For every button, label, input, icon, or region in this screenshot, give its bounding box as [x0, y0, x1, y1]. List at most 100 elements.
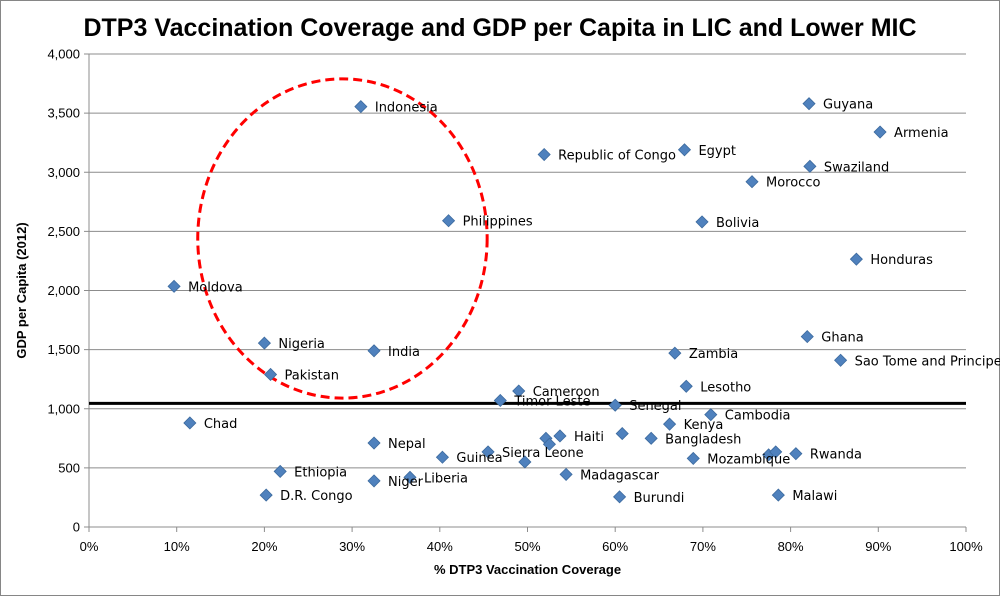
highlight-ellipse — [196, 77, 489, 400]
data-point-cameroon — [512, 384, 526, 398]
data-point-armenia — [873, 125, 887, 139]
data-label-liberia: Liberia — [424, 471, 468, 486]
gridlines — [84, 53, 967, 532]
data-label-republic-of-congo: Republic of Congo — [558, 149, 676, 164]
y-tick-label: 3,000 — [47, 165, 80, 180]
data-label-lesotho: Lesotho — [700, 380, 751, 395]
data-point — [518, 455, 532, 469]
data-label-zambia: Zambia — [689, 347, 738, 362]
data-label-bangladesh: Bangladesh — [665, 432, 741, 447]
y-tick-label: 3,500 — [47, 106, 80, 121]
data-label-chad: Chad — [204, 417, 238, 432]
data-point-ghana — [800, 330, 814, 344]
data-label-philippines: Philippines — [463, 215, 533, 230]
data-label-cambodia: Cambodia — [725, 409, 791, 424]
data-point-philippines — [442, 214, 456, 228]
y-tick-label: 1,000 — [47, 401, 80, 416]
data-point-swaziland — [803, 159, 817, 173]
data-label-morocco: Morocco — [766, 176, 820, 191]
y-tick-label: 1,500 — [47, 342, 80, 357]
data-label-india: India — [388, 345, 420, 360]
data-point-rwanda — [789, 447, 803, 461]
data-point-d-r-congo — [259, 488, 273, 502]
data-label-kenya: Kenya — [684, 418, 724, 433]
data-point-bolivia — [695, 215, 709, 229]
x-tick-labels: 0% 10% 20% 30% 40% 50% 60% 70% 80% 90% 100% — [80, 539, 983, 554]
data-label-egypt: Egypt — [698, 144, 736, 159]
data-label-nigeria: Nigeria — [278, 337, 325, 352]
data-label-rwanda: Rwanda — [810, 448, 862, 463]
y-tick-label: 0 — [73, 520, 80, 535]
data-label-bolivia: Bolivia — [716, 216, 759, 231]
data-label-madagascar: Madagascar — [580, 468, 660, 483]
data-point-kenya — [663, 417, 677, 431]
data-point-labels: Indonesia Philippines Moldova Nigeria India P… — [188, 98, 1000, 506]
x-tick-label: 80% — [778, 539, 804, 554]
y-axis-title: GDP per Capita (2012) — [14, 222, 29, 358]
data-point-niger — [367, 474, 381, 488]
data-point-chad — [183, 416, 197, 430]
data-label-indonesia: Indonesia — [375, 101, 438, 116]
data-point-ethiopia — [273, 464, 287, 478]
data-point-india — [367, 344, 381, 358]
data-label-armenia: Armenia — [894, 126, 949, 141]
data-label-mozambique: Mozambique — [707, 452, 790, 467]
data-label-guinea: Guinea — [456, 451, 502, 466]
x-tick-label: 40% — [427, 539, 453, 554]
data-point-morocco — [745, 175, 759, 189]
x-tick-label: 100% — [949, 539, 983, 554]
data-point-nepal — [367, 436, 381, 450]
data-point-guyana — [802, 97, 816, 111]
data-point-madagascar — [559, 467, 573, 481]
data-point-sao-tome-and-principe — [834, 353, 848, 367]
data-point-zambia — [668, 346, 682, 360]
data-label-guyana: Guyana — [823, 98, 873, 113]
y-tick-label: 4,000 — [47, 47, 80, 62]
data-point-cambodia — [704, 408, 718, 422]
data-point-timor-leste — [493, 393, 507, 408]
data-label-ghana: Ghana — [821, 331, 864, 346]
data-point-pakistan — [263, 367, 278, 382]
data-label-sao-tome-and-principe: Sao Tome and Principe — [855, 354, 1000, 369]
data-label-haiti: Haiti — [574, 430, 604, 445]
data-label-swaziland: Swaziland — [824, 160, 889, 175]
data-label-malawi: Malawi — [792, 489, 837, 504]
data-point-senegal — [608, 398, 622, 412]
data-point-guinea — [435, 450, 449, 464]
x-tick-label: 70% — [690, 539, 716, 554]
data-points — [167, 97, 887, 504]
data-point-liberia — [403, 470, 417, 484]
data-point-indonesia — [354, 100, 368, 114]
data-label-honduras: Honduras — [870, 253, 933, 268]
data-point-mozambique — [686, 451, 700, 465]
data-point — [542, 437, 556, 451]
data-point-nigeria — [257, 336, 271, 350]
y-tick-label: 500 — [58, 460, 80, 475]
data-label-d-r-congo: D.R. Congo — [280, 489, 352, 504]
data-label-pakistan: Pakistan — [285, 368, 339, 383]
x-tick-label: 0% — [80, 539, 99, 554]
x-tick-label: 10% — [164, 539, 190, 554]
data-label-nepal: Nepal — [388, 437, 426, 452]
y-tick-labels: 0 500 1,000 1,500 2,000 2,500 3,000 3,500 4,000 — [47, 47, 80, 535]
data-point — [615, 427, 629, 441]
data-label-burundi: Burundi — [634, 491, 685, 506]
x-axis-title: % DTP3 Vaccination Coverage — [434, 562, 621, 577]
data-point-moldova — [167, 279, 181, 293]
x-tick-label: 20% — [251, 539, 277, 554]
data-label-cameroon: Cameroon — [533, 385, 600, 400]
data-point-haiti — [553, 429, 567, 443]
data-label-timor-leste: Timor Leste — [513, 394, 590, 409]
data-label-ethiopia: Ethiopia — [294, 465, 347, 480]
data-point-malawi — [771, 488, 785, 502]
data-label-niger: Niger — [388, 475, 424, 490]
x-tick-label: 60% — [602, 539, 628, 554]
data-point-sierra-leone — [481, 445, 495, 459]
data-point-republic-of-congo — [537, 147, 551, 162]
x-tick-label: 90% — [865, 539, 891, 554]
data-label-sierra-leone: Sierra Leone — [502, 446, 584, 461]
data-point — [769, 445, 783, 459]
data-point-bangladesh — [644, 431, 658, 445]
